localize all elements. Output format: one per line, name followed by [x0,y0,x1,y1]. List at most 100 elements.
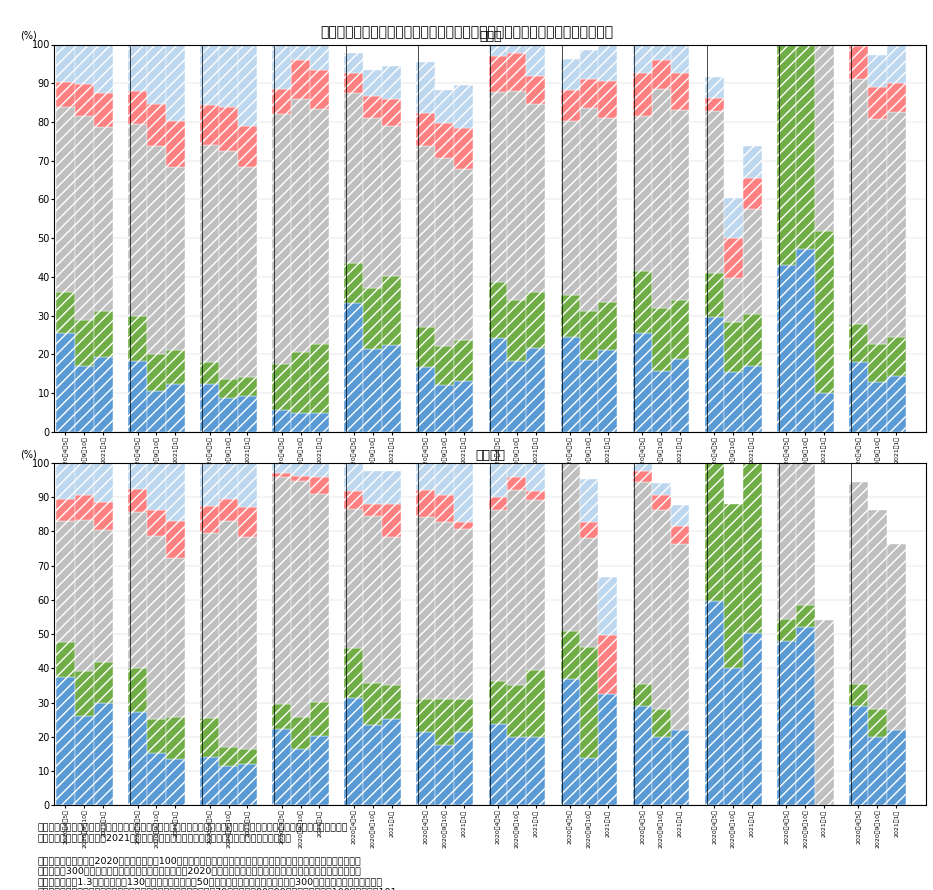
Bar [704,601,724,805]
Bar [868,344,886,383]
Bar [166,121,185,166]
Bar [166,522,185,558]
Bar [579,647,598,757]
Bar [147,391,166,432]
Bar [383,126,401,276]
Bar [272,729,291,805]
Bar [219,498,238,521]
Bar [598,350,618,432]
Bar [651,308,671,371]
Bar [436,158,454,346]
Bar [454,522,473,529]
Bar [598,577,618,635]
Bar [238,463,257,507]
Bar [579,79,598,109]
Bar [383,99,401,126]
Bar [416,732,436,805]
Bar [128,44,147,91]
Bar [886,83,906,112]
Bar [166,166,185,350]
Bar [526,35,545,77]
Bar [526,104,545,292]
Bar [291,61,310,99]
Text: サービス業(廃
棄物処理業等): サービス業(廃 棄物処理業等) [862,526,893,546]
Bar [508,476,526,490]
Bar [383,538,401,684]
Bar [291,463,310,476]
Bar [886,545,906,730]
Bar [796,0,815,38]
Text: 銀行・保険業: 銀行・保険業 [648,526,675,535]
Bar [93,312,113,357]
Bar [344,93,363,263]
Bar [579,757,598,805]
Bar [436,699,454,745]
Legend: 大幅減, 減, 変化無し, 増, 大幅増: 大幅減, 減, 変化無し, 増, 大幅増 [380,604,601,622]
Bar [128,712,147,805]
Bar [147,753,166,805]
Bar [436,745,454,805]
Bar [383,344,401,432]
Bar [579,538,598,647]
Bar [796,605,815,627]
Bar [272,473,291,477]
Bar [272,410,291,432]
Text: 付２－（１）－４図　主観的な忙しさの増減の状況（全業種）（労働者調査）: 付２－（１）－４図 主観的な忙しさの増減の状況（全業種）（労働者調査） [320,25,613,39]
Bar [796,38,815,249]
Bar [489,56,508,93]
Bar [363,288,383,349]
Bar [291,25,310,61]
Bar [671,36,689,73]
Bar [219,463,238,498]
Bar [128,91,147,125]
Bar [201,506,219,533]
Bar [508,300,526,360]
Bar [704,387,724,601]
Bar [579,522,598,538]
Bar [868,383,886,432]
Bar [796,249,815,432]
Bar [777,265,796,432]
Bar [291,481,310,716]
Bar [383,276,401,344]
Bar [849,324,868,361]
Bar [147,104,166,146]
Bar [272,704,291,729]
Bar [272,89,291,114]
Bar [868,54,886,86]
Bar [651,60,671,89]
Bar [219,44,238,107]
Bar [310,109,329,344]
Bar [75,716,93,805]
Bar [671,545,689,730]
Bar [93,530,113,662]
Bar [201,44,219,104]
Bar [310,463,329,477]
Bar [561,295,579,336]
Bar [56,521,75,643]
Bar [454,169,473,339]
Bar [344,491,363,509]
Bar [201,756,219,805]
Bar [633,472,651,481]
Bar [633,116,651,271]
Bar [454,463,473,522]
Bar [128,513,147,668]
Bar [579,479,598,522]
Bar [291,716,310,748]
Bar [704,110,724,272]
Bar [651,371,671,432]
Bar [454,732,473,805]
Bar [743,456,761,634]
Bar [344,263,363,303]
Bar [508,53,526,91]
Bar [651,511,671,709]
Bar [128,668,147,712]
Bar [344,303,363,432]
Bar [75,521,93,671]
Bar [363,515,383,684]
Bar [579,50,598,79]
Bar [743,146,761,178]
Bar [815,10,833,231]
Bar [219,398,238,432]
